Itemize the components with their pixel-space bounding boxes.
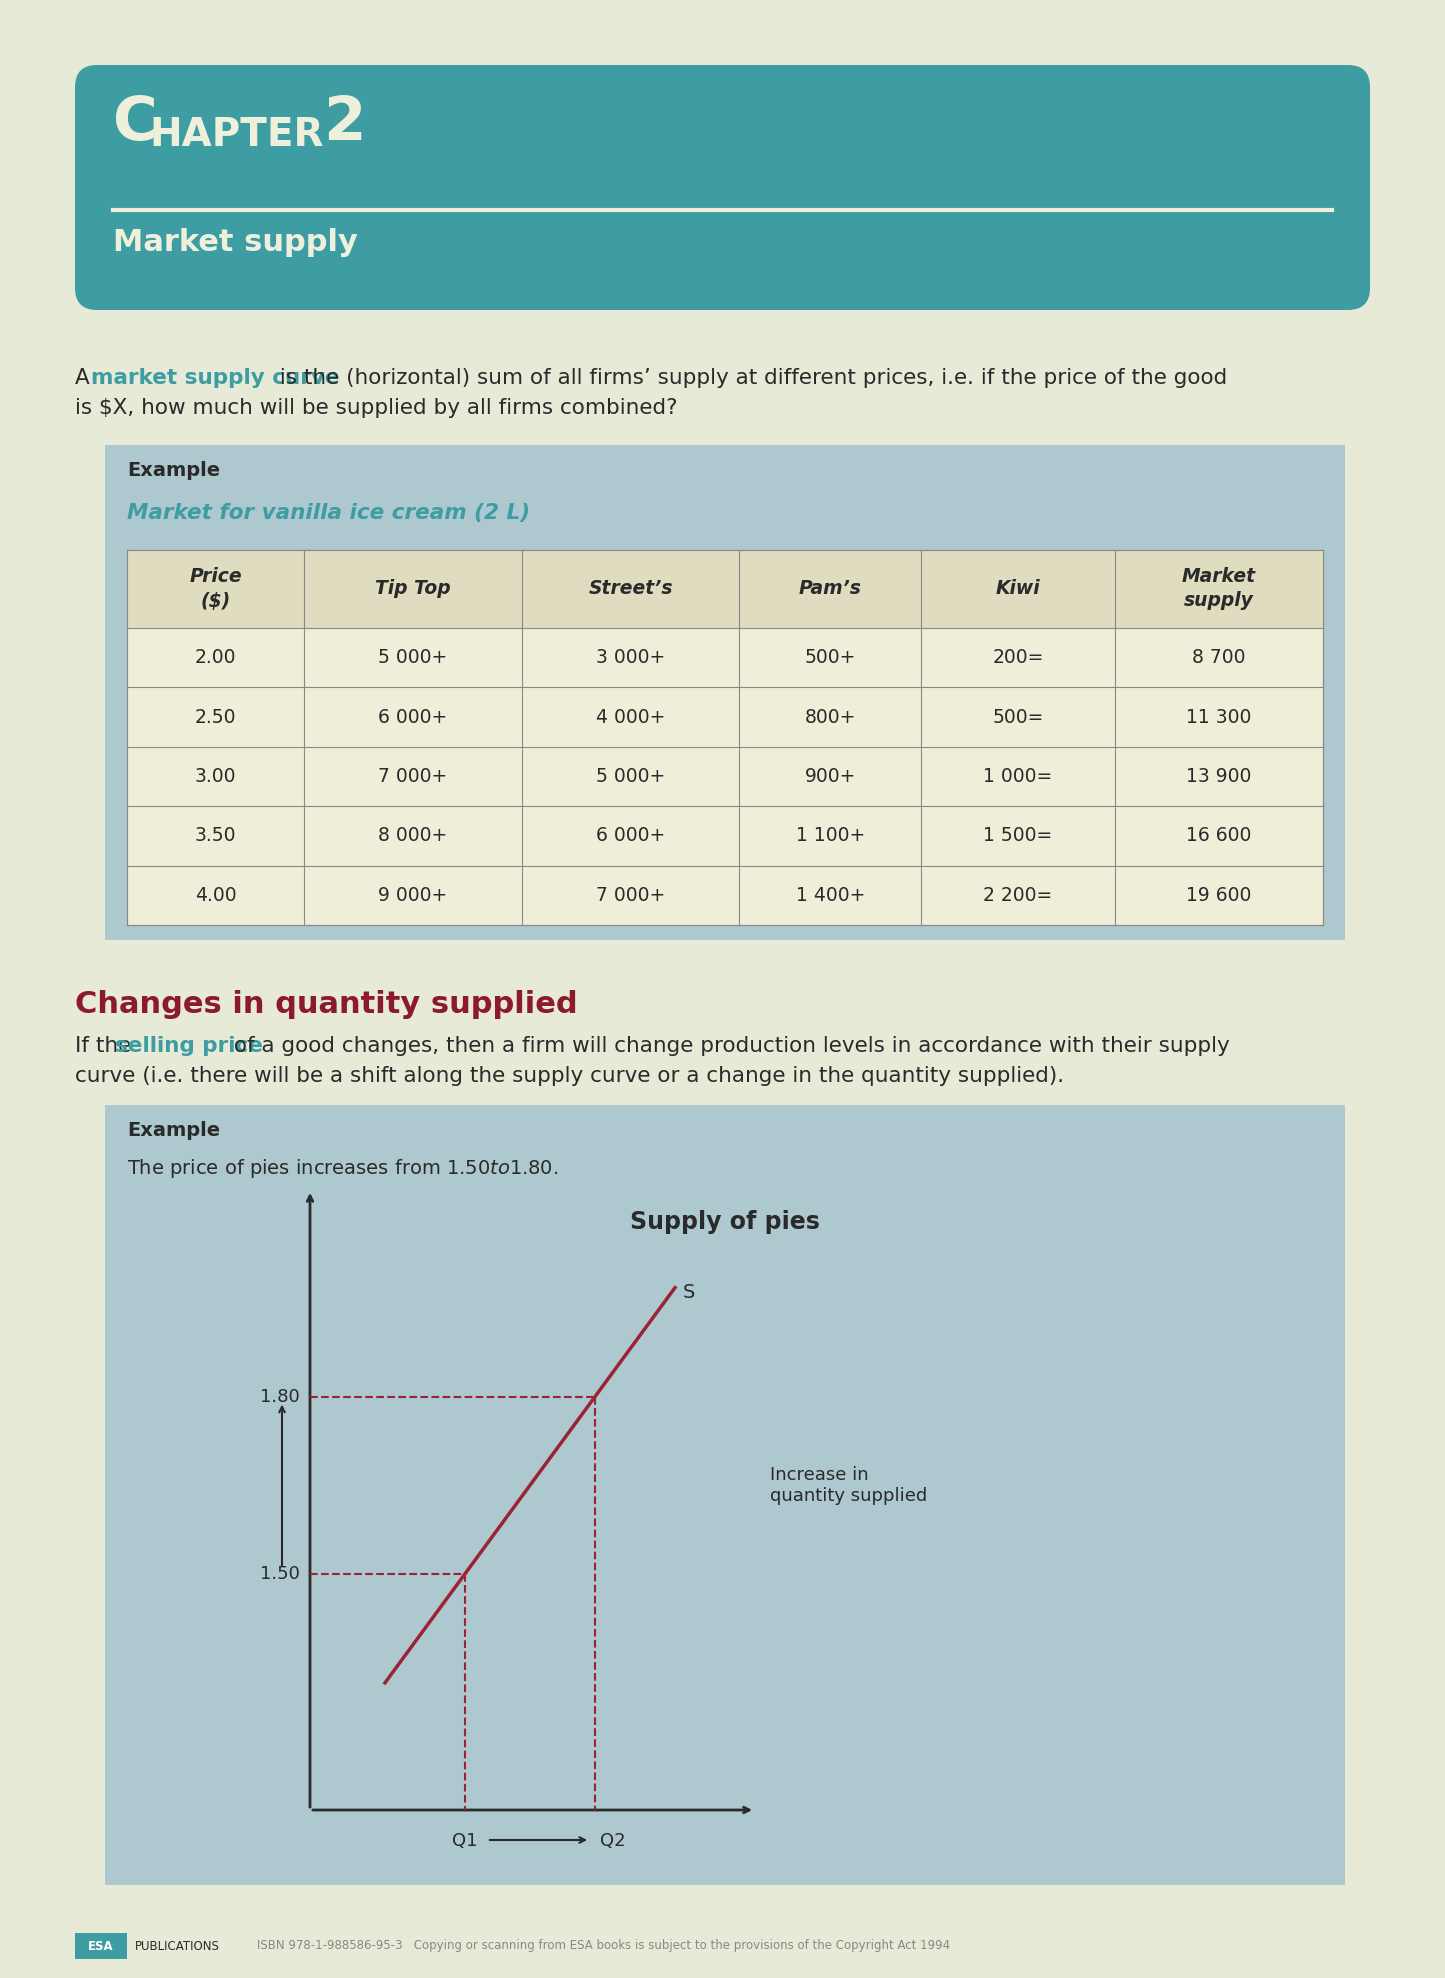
Text: HAPTER: HAPTER — [149, 117, 324, 154]
Text: is $X, how much will be supplied by all firms combined?: is $X, how much will be supplied by all … — [75, 398, 678, 417]
Text: 3.50: 3.50 — [195, 827, 236, 845]
Text: A: A — [75, 368, 97, 388]
Text: C: C — [113, 95, 158, 152]
FancyBboxPatch shape — [127, 550, 1324, 926]
Text: 1.50: 1.50 — [260, 1565, 301, 1582]
Text: Increase in
quantity supplied: Increase in quantity supplied — [770, 1466, 928, 1505]
Text: 16 600: 16 600 — [1186, 827, 1251, 845]
Text: 8 000+: 8 000+ — [379, 827, 448, 845]
Text: 1 100+: 1 100+ — [796, 827, 866, 845]
Text: ISBN 978-1-988586-95-3   Copying or scanning from ESA books is subject to the pr: ISBN 978-1-988586-95-3 Copying or scanni… — [257, 1940, 951, 1952]
Text: market supply curve: market supply curve — [91, 368, 340, 388]
Text: 500=: 500= — [993, 708, 1043, 726]
Text: 2 200=: 2 200= — [984, 886, 1052, 904]
Text: 800+: 800+ — [805, 708, 855, 726]
Text: 8 700: 8 700 — [1192, 649, 1246, 667]
Text: Q1: Q1 — [452, 1832, 478, 1849]
Text: curve (i.e. there will be a shift along the supply curve or a change in the quan: curve (i.e. there will be a shift along … — [75, 1066, 1064, 1086]
Text: 2.50: 2.50 — [195, 708, 236, 726]
Text: Market for vanilla ice cream (2 L): Market for vanilla ice cream (2 L) — [127, 502, 530, 522]
Text: Tip Top: Tip Top — [376, 580, 451, 599]
Text: is the (horizontal) sum of all firms’ supply at different prices, i.e. if the pr: is the (horizontal) sum of all firms’ su… — [273, 368, 1227, 388]
Text: 200=: 200= — [993, 649, 1043, 667]
FancyBboxPatch shape — [127, 550, 1324, 627]
Text: 7 000+: 7 000+ — [379, 767, 448, 785]
Text: Example: Example — [127, 461, 220, 481]
Text: 3 000+: 3 000+ — [595, 649, 665, 667]
FancyBboxPatch shape — [105, 1106, 1345, 1885]
Text: 1.80: 1.80 — [260, 1389, 301, 1406]
Text: 1 500=: 1 500= — [984, 827, 1052, 845]
FancyBboxPatch shape — [75, 65, 1370, 311]
Text: 5 000+: 5 000+ — [379, 649, 448, 667]
FancyBboxPatch shape — [105, 445, 1345, 940]
Text: 500+: 500+ — [805, 649, 855, 667]
Text: 4 000+: 4 000+ — [595, 708, 665, 726]
Text: If the: If the — [75, 1036, 139, 1056]
Text: Street’s: Street’s — [588, 580, 673, 599]
Text: Q2: Q2 — [600, 1832, 626, 1849]
FancyBboxPatch shape — [75, 1933, 127, 1958]
Text: Price: Price — [189, 568, 241, 587]
Text: 11 300: 11 300 — [1186, 708, 1251, 726]
Text: Example: Example — [127, 1122, 220, 1139]
Text: 1 000=: 1 000= — [984, 767, 1052, 785]
Text: 6 000+: 6 000+ — [379, 708, 448, 726]
Text: Changes in quantity supplied: Changes in quantity supplied — [75, 991, 578, 1019]
Text: 9 000+: 9 000+ — [379, 886, 448, 904]
Text: 6 000+: 6 000+ — [595, 827, 665, 845]
Text: 2: 2 — [324, 95, 366, 152]
Text: 7 000+: 7 000+ — [595, 886, 665, 904]
Text: 2.00: 2.00 — [195, 649, 236, 667]
Text: 900+: 900+ — [805, 767, 855, 785]
Text: 3.00: 3.00 — [195, 767, 236, 785]
Text: ESA: ESA — [88, 1940, 114, 1952]
Text: S: S — [683, 1284, 695, 1302]
Text: Supply of pies: Supply of pies — [630, 1211, 819, 1234]
Text: of a good changes, then a firm will change production levels in accordance with : of a good changes, then a firm will chan… — [227, 1036, 1230, 1056]
Text: Market: Market — [1182, 568, 1256, 587]
Text: 13 900: 13 900 — [1186, 767, 1251, 785]
Text: 4.00: 4.00 — [195, 886, 237, 904]
Text: selling price: selling price — [116, 1036, 263, 1056]
Text: Market supply: Market supply — [113, 227, 358, 257]
Text: PUBLICATIONS: PUBLICATIONS — [134, 1940, 220, 1952]
Text: 5 000+: 5 000+ — [595, 767, 665, 785]
Text: ($): ($) — [201, 591, 231, 611]
Text: supply: supply — [1183, 591, 1254, 611]
Text: Pam’s: Pam’s — [799, 580, 861, 599]
Text: The price of pies increases from $1.50 to $1.80.: The price of pies increases from $1.50 t… — [127, 1157, 558, 1181]
Text: Kiwi: Kiwi — [996, 580, 1040, 599]
Text: 1 400+: 1 400+ — [796, 886, 866, 904]
Text: 19 600: 19 600 — [1186, 886, 1251, 904]
